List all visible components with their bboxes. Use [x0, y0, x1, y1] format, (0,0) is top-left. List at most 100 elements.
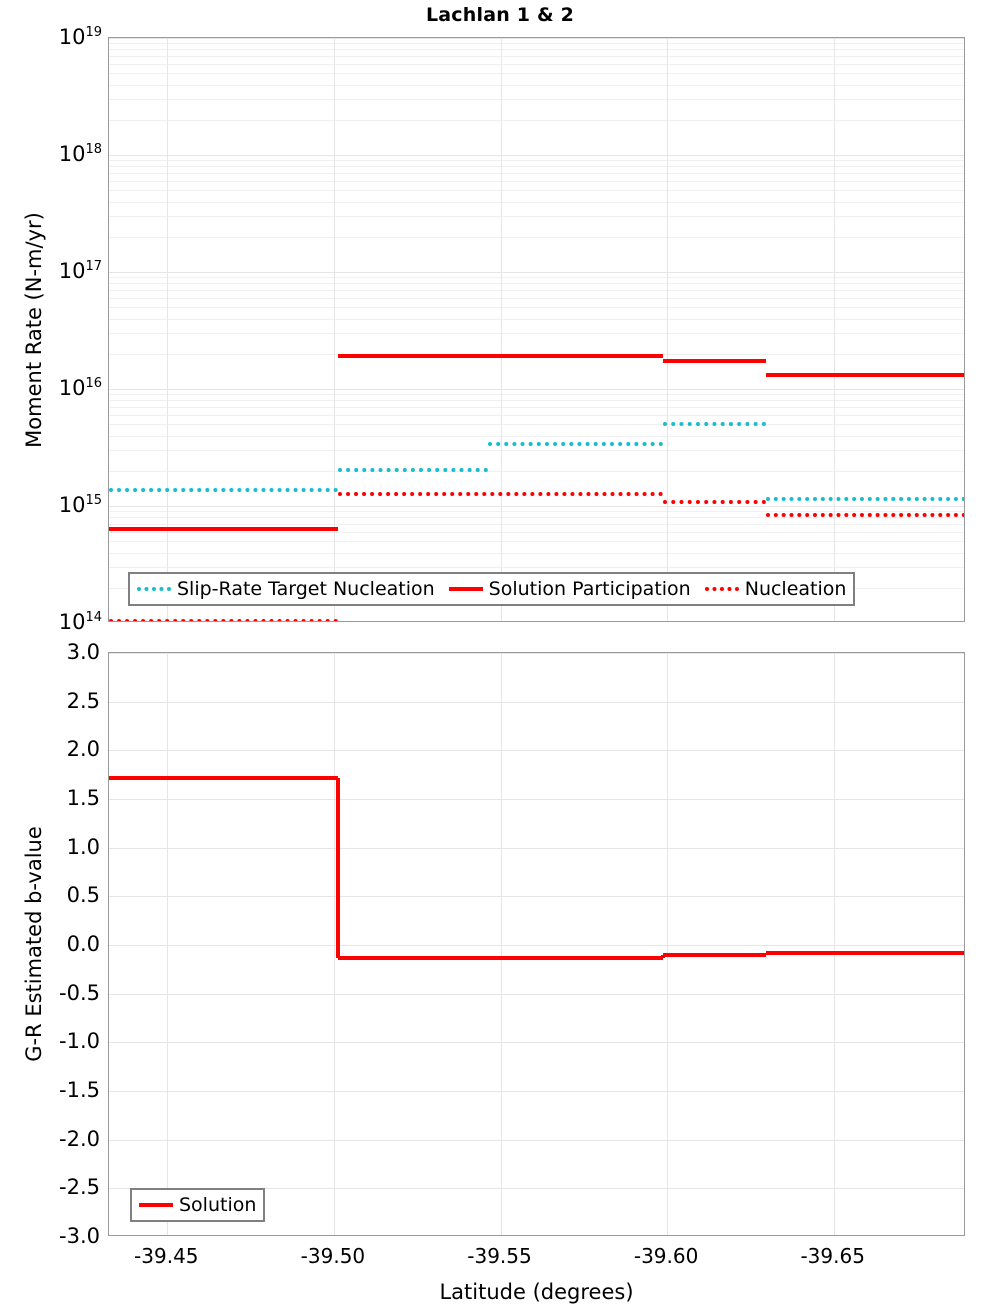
legend-label: Solution Participation	[488, 577, 691, 600]
gridline-horizontal	[109, 389, 964, 390]
gridline-horizontal	[109, 524, 964, 525]
series-step-segment	[337, 354, 664, 359]
series-step-segment	[109, 526, 338, 531]
gridline-horizontal	[109, 1091, 964, 1092]
gridline-horizontal	[109, 216, 964, 217]
legend-entry[interactable]: Nucleation	[704, 577, 847, 600]
legend-entry[interactable]: Solution Participation	[448, 577, 691, 600]
gridline-horizontal	[109, 450, 964, 451]
series-step-segment	[337, 492, 664, 497]
y-tick-label: 2.0	[66, 737, 100, 762]
moment-rate-axes	[108, 37, 965, 622]
y-tick-label: -2.0	[59, 1126, 100, 1151]
gridline-horizontal	[109, 553, 964, 554]
gridline-vertical	[834, 38, 835, 621]
gridline-horizontal	[109, 272, 964, 273]
y-tick-label: 1.0	[66, 834, 100, 859]
b-value-axes	[108, 652, 965, 1236]
gridline-horizontal	[109, 567, 964, 568]
gridline-horizontal	[109, 43, 964, 44]
y-tick-label: -0.5	[59, 980, 100, 1005]
b-value-series-layer	[109, 653, 964, 1235]
series-step-segment	[337, 467, 489, 472]
series-step-segment	[109, 487, 338, 492]
y-tick-exponent: 14	[85, 610, 102, 625]
x-tick-label: -39.65	[800, 1244, 865, 1268]
b-value-gridlines	[109, 653, 964, 1235]
gridline-horizontal	[109, 653, 964, 654]
gridline-horizontal	[109, 319, 964, 320]
gridline-vertical	[834, 653, 835, 1235]
y-tick-label: 0.5	[66, 883, 100, 908]
gridline-horizontal	[109, 541, 964, 542]
gridline-horizontal	[109, 99, 964, 100]
gridline-horizontal	[109, 945, 964, 946]
gridline-horizontal	[109, 64, 964, 65]
y-tick-label: -2.5	[59, 1175, 100, 1200]
series-step-riser	[764, 952, 769, 955]
gridline-vertical	[334, 653, 335, 1235]
series-step-segment	[663, 500, 767, 505]
series-step-segment	[337, 955, 664, 960]
gridline-horizontal	[109, 85, 964, 86]
moment-rate-gridlines	[109, 38, 964, 621]
gridline-horizontal	[109, 283, 964, 284]
y-tick-mantissa: 10	[58, 142, 86, 166]
gridline-horizontal	[109, 49, 964, 50]
gridline-vertical	[501, 653, 502, 1235]
gridline-horizontal	[109, 237, 964, 238]
series-step-segment	[488, 441, 664, 446]
gridline-vertical	[501, 38, 502, 621]
series-step-segment	[663, 952, 767, 957]
gridline-horizontal	[109, 166, 964, 167]
legend-entry[interactable]: Solution	[139, 1195, 256, 1215]
gridline-horizontal	[109, 56, 964, 57]
gridline-horizontal	[109, 333, 964, 334]
y-tick-label: 2.5	[66, 688, 100, 713]
gridline-horizontal	[109, 848, 964, 849]
y-tick-label: 1015	[0, 493, 102, 517]
y-tick-label: 1016	[0, 376, 102, 400]
x-tick-label: -39.45	[134, 1244, 199, 1268]
gridline-horizontal	[109, 750, 964, 751]
gridline-horizontal	[109, 424, 964, 425]
gridline-horizontal	[109, 436, 964, 437]
x-tick-label: -39.50	[300, 1244, 366, 1268]
gridline-horizontal	[109, 160, 964, 161]
moment-rate-y-axis-title: Moment Rate (N-m/yr)	[22, 211, 46, 448]
gridline-horizontal	[109, 155, 964, 156]
gridline-horizontal	[109, 994, 964, 995]
legend-label: Nucleation	[744, 577, 847, 600]
series-step-segment	[663, 358, 767, 363]
y-tick-label: -1.0	[59, 1029, 100, 1054]
gridline-vertical	[667, 38, 668, 621]
gridline-horizontal	[109, 471, 964, 472]
legend-line-swatch	[137, 587, 171, 591]
gridline-horizontal	[109, 702, 964, 703]
gridline-horizontal	[109, 190, 964, 191]
y-tick-mantissa: 10	[58, 493, 86, 517]
gridline-horizontal	[109, 506, 964, 507]
moment-rate-legend[interactable]: Slip-Rate Target Nucleation Solution Part…	[128, 572, 856, 606]
gridline-horizontal	[109, 532, 964, 533]
y-tick-exponent: 17	[85, 259, 102, 274]
gridline-horizontal	[109, 181, 964, 182]
gridline-horizontal	[109, 400, 964, 401]
y-tick-label: -1.5	[59, 1078, 100, 1102]
gridline-horizontal	[109, 202, 964, 203]
legend-line-swatch	[139, 1203, 173, 1207]
x-axis-title: Latitude (degrees)	[439, 1280, 634, 1304]
b-value-legend[interactable]: Solution	[130, 1188, 266, 1222]
series-step-segment	[766, 513, 964, 518]
gridline-vertical	[334, 38, 335, 621]
legend-line-swatch	[704, 587, 739, 591]
y-tick-mantissa: 10	[58, 259, 86, 283]
gridline-horizontal	[109, 307, 964, 308]
y-tick-label: 1.5	[66, 786, 100, 810]
legend-entry[interactable]: Slip-Rate Target Nucleation	[137, 579, 435, 599]
gridline-horizontal	[109, 1042, 964, 1043]
gridline-horizontal	[109, 277, 964, 278]
series-step-segment	[663, 421, 767, 426]
gridline-vertical	[167, 653, 168, 1235]
